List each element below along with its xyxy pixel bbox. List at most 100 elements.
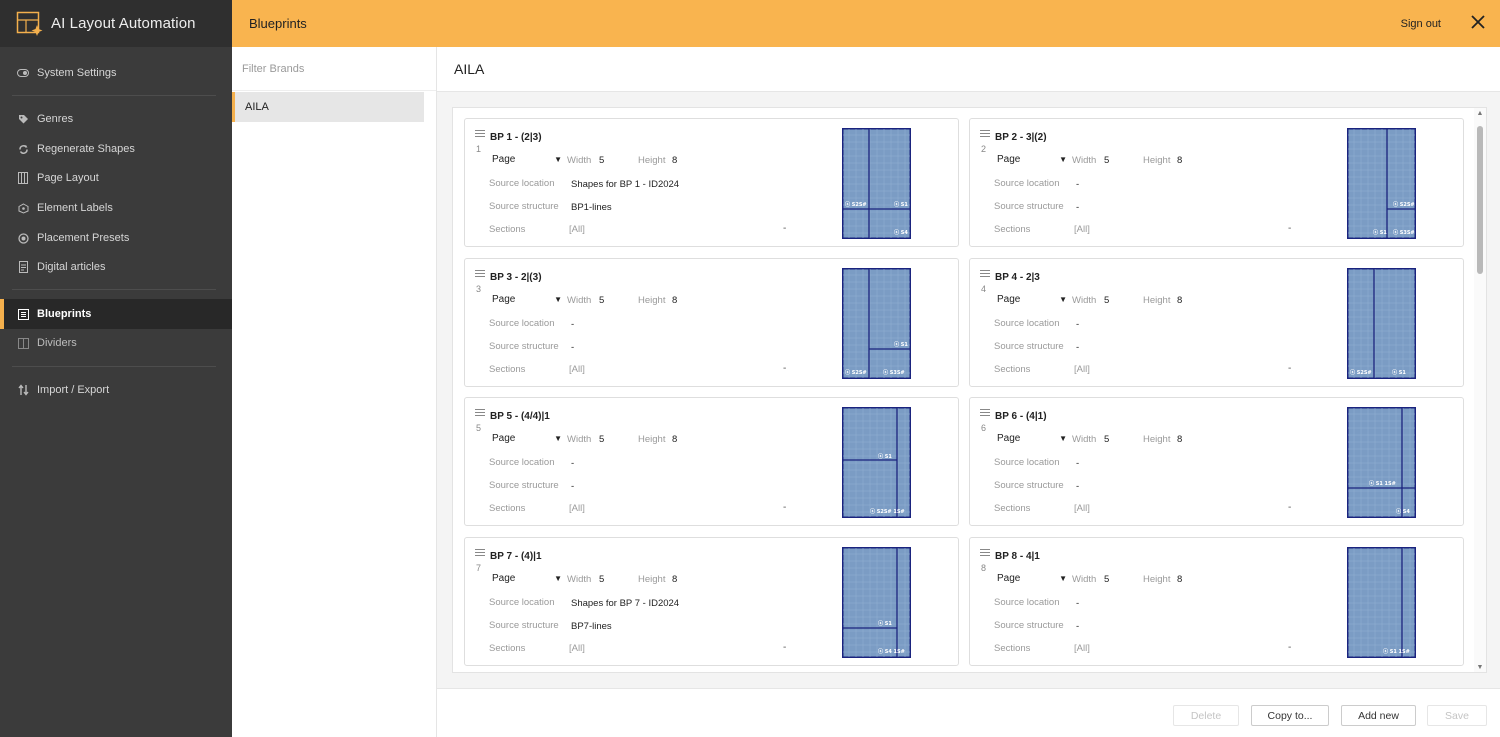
drag-handle-icon[interactable]	[475, 409, 485, 417]
source-structure-value[interactable]: -	[571, 481, 575, 492]
filter-brands-input[interactable]	[232, 47, 436, 91]
source-structure-value[interactable]: -	[1076, 621, 1080, 632]
height-value[interactable]: 8	[1177, 574, 1183, 585]
sections-value[interactable]: [All]	[1074, 224, 1090, 235]
sidebar-item-dividers[interactable]: Dividers	[0, 328, 232, 358]
blueprint-title[interactable]: BP 7 - (4)|1	[490, 551, 542, 562]
width-value[interactable]: 5	[1104, 295, 1110, 306]
blueprint-title[interactable]: BP 6 - (4|1)	[995, 411, 1047, 422]
sections-value[interactable]: [All]	[569, 364, 585, 375]
sections-value[interactable]: [All]	[569, 224, 585, 235]
blueprint-type-select[interactable]: Page ▼	[490, 433, 562, 449]
sidebar-item-genres[interactable]: Genres	[0, 104, 232, 134]
drag-handle-icon[interactable]	[980, 130, 990, 138]
sidebar-item-element-labels[interactable]: Element Labels	[0, 193, 232, 223]
blueprint-type-value: Page	[997, 433, 1021, 444]
sidebar-item-system-settings[interactable]: System Settings	[0, 58, 232, 88]
delete-button[interactable]: Delete	[1173, 705, 1239, 726]
brand-item-aila[interactable]: AILA	[232, 92, 424, 122]
drag-handle-icon[interactable]	[475, 130, 485, 138]
blueprint-type-select[interactable]: Page ▼	[995, 154, 1067, 170]
width-value[interactable]: 5	[1104, 574, 1110, 585]
drag-handle-icon[interactable]	[980, 270, 990, 278]
blueprint-card[interactable]: 3 BP 3 - 2|(3) Page ▼ Width 5 Height 8 Source lo…	[464, 258, 959, 387]
source-location-value[interactable]: Shapes for BP 7 - ID2024	[571, 598, 680, 609]
width-value[interactable]: 5	[599, 295, 605, 306]
sidebar-item-import-export[interactable]: Import / Export	[0, 375, 232, 405]
source-location-value[interactable]: -	[1076, 598, 1080, 609]
blueprint-type-select[interactable]: Page ▼	[490, 573, 562, 589]
sidebar-item-regenerate-shapes[interactable]: Regenerate Shapes	[0, 134, 232, 164]
blueprint-title[interactable]: BP 2 - 3|(2)	[995, 132, 1047, 143]
blueprint-title[interactable]: BP 1 - (2|3)	[490, 132, 542, 143]
sign-out-link[interactable]: Sign out	[1400, 17, 1441, 30]
blueprint-type-select[interactable]: Page ▼	[490, 294, 562, 310]
add-new-button[interactable]: Add new	[1341, 705, 1416, 726]
source-location-value[interactable]: -	[571, 319, 575, 330]
blueprint-type-select[interactable]: Page ▼	[995, 573, 1067, 589]
width-value[interactable]: 5	[1104, 434, 1110, 445]
scrollbar[interactable]: ▲ ▼	[1474, 108, 1486, 672]
scrollbar-thumb[interactable]	[1477, 126, 1483, 274]
height-value[interactable]: 8	[672, 434, 678, 445]
width-value[interactable]: 5	[599, 155, 605, 166]
scroll-down-icon[interactable]: ▼	[1476, 664, 1484, 671]
copy-to-button[interactable]: Copy to...	[1251, 705, 1329, 726]
source-location-value[interactable]: Shapes for BP 1 - ID2024	[571, 179, 680, 190]
sections-value[interactable]: [All]	[1074, 364, 1090, 375]
blueprint-card[interactable]: 8 BP 8 - 4|1 Page ▼ Width 5 Height 8 Source loca…	[969, 537, 1464, 666]
blueprint-card[interactable]: 4 BP 4 - 2|3 Page ▼ Width 5 Height 8 Source loca…	[969, 258, 1464, 387]
source-structure-value[interactable]: BP1-lines	[571, 202, 612, 213]
height-label: Height	[638, 155, 666, 166]
blueprint-card[interactable]: 1 BP 1 - (2|3) Page ▼ Width 5 Height 8 Source lo…	[464, 118, 959, 247]
blueprint-title[interactable]: BP 3 - 2|(3)	[490, 272, 542, 283]
blueprint-title[interactable]: BP 5 - (4/4)|1	[490, 411, 550, 422]
source-structure-value[interactable]: -	[1076, 202, 1080, 213]
scroll-up-icon[interactable]: ▲	[1476, 110, 1484, 117]
drag-handle-icon[interactable]	[980, 549, 990, 557]
width-value[interactable]: 5	[599, 434, 605, 445]
source-location-value[interactable]: -	[571, 458, 575, 469]
close-icon[interactable]	[1470, 14, 1486, 30]
height-value[interactable]: 8	[1177, 295, 1183, 306]
drag-handle-icon[interactable]	[980, 409, 990, 417]
blueprint-type-select[interactable]: Page ▼	[995, 433, 1067, 449]
blueprint-card[interactable]: 7 BP 7 - (4)|1 Page ▼ Width 5 Height 8 Source lo…	[464, 537, 959, 666]
blueprint-type-select[interactable]: Page ▼	[490, 154, 562, 170]
sidebar-item-page-layout[interactable]: Page Layout	[0, 163, 232, 193]
source-location-value[interactable]: -	[1076, 458, 1080, 469]
sidebar-item-digital-articles[interactable]: Digital articles	[0, 252, 232, 282]
blueprint-card[interactable]: 2 BP 2 - 3|(2) Page ▼ Width 5 Height 8 Source lo…	[969, 118, 1464, 247]
source-location-value[interactable]: -	[1076, 179, 1080, 190]
source-structure-value[interactable]: -	[1076, 481, 1080, 492]
sidebar-item-placement-presets[interactable]: Placement Presets	[0, 223, 232, 253]
height-value[interactable]: 8	[672, 295, 678, 306]
source-location-value[interactable]: -	[1076, 319, 1080, 330]
blueprint-title[interactable]: BP 4 - 2|3	[995, 272, 1040, 283]
drag-handle-icon[interactable]	[475, 549, 485, 557]
sections-value[interactable]: [All]	[569, 643, 585, 654]
source-structure-value[interactable]: -	[571, 342, 575, 353]
height-value[interactable]: 8	[672, 155, 678, 166]
blueprint-type-value: Page	[997, 294, 1021, 305]
blueprint-card[interactable]: 6 BP 6 - (4|1) Page ▼ Width 5 Height 8 Source lo…	[969, 397, 1464, 526]
blueprint-thumbnail: ⓢ S1 ⓢ S4 1S#	[842, 547, 911, 658]
chevron-down-icon: ▼	[554, 574, 562, 583]
sidebar-item-blueprints[interactable]: Blueprints	[0, 299, 232, 329]
svg-text:ⓢ S2S#: ⓢ S2S#	[845, 369, 867, 376]
height-value[interactable]: 8	[672, 574, 678, 585]
sections-value[interactable]: [All]	[569, 503, 585, 514]
source-structure-value[interactable]: BP7-lines	[571, 621, 612, 632]
sections-value[interactable]: [All]	[1074, 503, 1090, 514]
save-button[interactable]: Save	[1427, 705, 1487, 726]
width-value[interactable]: 5	[1104, 155, 1110, 166]
sections-value[interactable]: [All]	[1074, 643, 1090, 654]
drag-handle-icon[interactable]	[475, 270, 485, 278]
height-value[interactable]: 8	[1177, 434, 1183, 445]
height-value[interactable]: 8	[1177, 155, 1183, 166]
blueprint-title[interactable]: BP 8 - 4|1	[995, 551, 1040, 562]
blueprint-type-select[interactable]: Page ▼	[995, 294, 1067, 310]
source-structure-value[interactable]: -	[1076, 342, 1080, 353]
blueprint-card[interactable]: 5 BP 5 - (4/4)|1 Page ▼ Width 5 Height 8 Source …	[464, 397, 959, 526]
width-value[interactable]: 5	[599, 574, 605, 585]
